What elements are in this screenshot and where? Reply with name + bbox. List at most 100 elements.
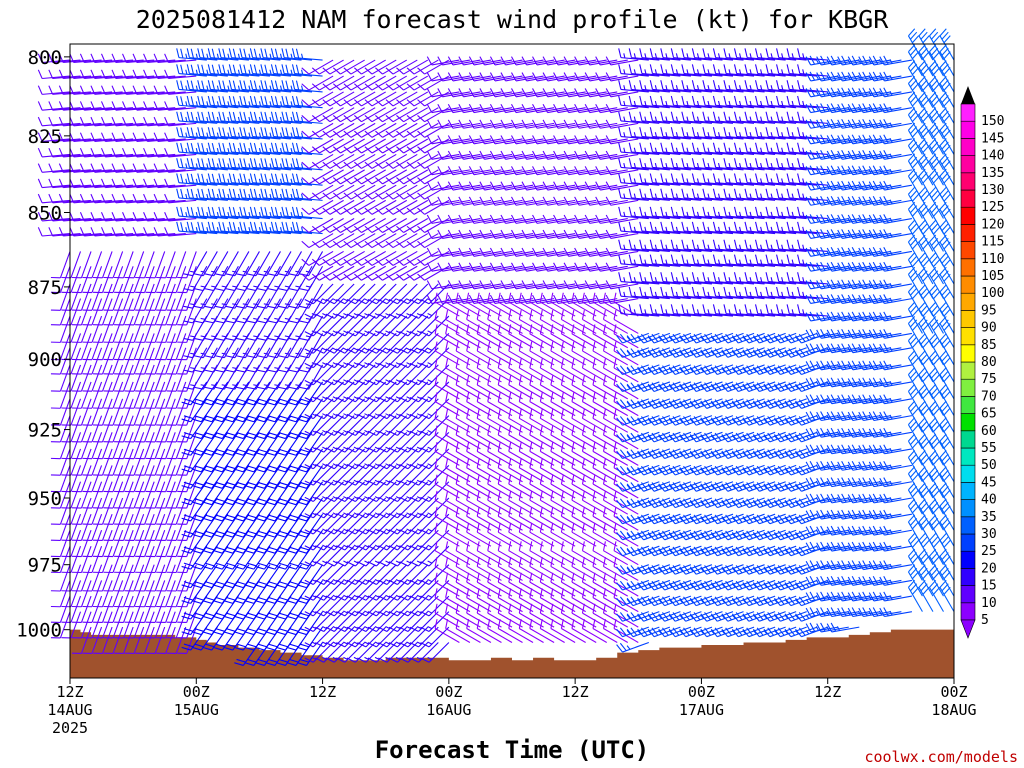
wind-barb xyxy=(135,333,155,361)
wind-barb xyxy=(186,142,218,156)
x-tick-label: 00Z xyxy=(940,683,967,701)
wind-barb xyxy=(124,266,145,294)
wind-barb xyxy=(322,265,355,281)
wind-barb xyxy=(61,266,82,294)
wind-barb xyxy=(82,347,103,375)
wind-barb xyxy=(260,64,292,77)
wind-barb xyxy=(207,221,239,235)
wind-barb xyxy=(332,75,365,91)
wind-barb xyxy=(186,111,218,124)
wind-barb xyxy=(193,298,218,324)
x-tick-label: 12Z xyxy=(562,683,589,701)
x-tick-label: 12Z xyxy=(56,683,83,701)
colorbar-label: 105 xyxy=(981,269,1004,284)
wind-barb xyxy=(939,579,955,612)
wind-barb xyxy=(50,333,71,361)
wind-barb xyxy=(249,127,281,140)
wind-barb xyxy=(153,69,186,80)
wind-barb xyxy=(69,163,102,173)
wind-barb xyxy=(103,497,124,525)
wind-barb xyxy=(114,513,134,542)
wind-barb xyxy=(164,193,197,204)
wind-barb xyxy=(322,91,355,107)
colorbar-label: 50 xyxy=(981,458,997,473)
wind-barb xyxy=(93,333,113,361)
wind-barb xyxy=(100,69,134,80)
wind-barb xyxy=(145,298,166,326)
wind-barb xyxy=(50,283,71,311)
wind-barb xyxy=(228,111,260,124)
wind-barb xyxy=(260,80,292,93)
wind-barb xyxy=(114,432,134,460)
wind-barb xyxy=(332,59,365,75)
wind-barb xyxy=(82,381,103,409)
wind-barb xyxy=(193,266,218,292)
wind-barb xyxy=(207,95,239,109)
wind-barb xyxy=(122,163,155,173)
wind-barb xyxy=(153,212,186,222)
wind-barb xyxy=(176,142,207,156)
colorbar-swatch xyxy=(960,327,976,346)
wind-barb xyxy=(299,266,324,292)
wind-barb xyxy=(153,132,186,142)
wind-barb xyxy=(50,564,71,592)
wind-barb xyxy=(797,48,828,61)
wind-barb xyxy=(278,298,303,324)
wind-barb xyxy=(61,481,82,509)
wind-barb xyxy=(297,513,324,538)
wind-barb xyxy=(135,298,155,326)
wind-barb xyxy=(114,546,134,574)
wind-barb xyxy=(90,116,123,127)
x-tick-label: 18AUG xyxy=(931,701,976,719)
wind-barb xyxy=(93,381,113,409)
wind-barb xyxy=(79,147,113,158)
wind-barb xyxy=(103,283,124,311)
wind-barb xyxy=(183,347,208,373)
colorbar-label: 110 xyxy=(981,252,1004,267)
wind-barb xyxy=(297,642,324,666)
wind-barb xyxy=(281,64,313,77)
wind-barb xyxy=(114,530,134,558)
wind-barb xyxy=(48,227,81,237)
wind-barb xyxy=(291,80,323,93)
wind-barb xyxy=(82,398,103,426)
colorbar-label: 70 xyxy=(981,389,997,404)
wind-barb xyxy=(135,530,155,558)
wind-barb xyxy=(153,147,186,158)
wind-barb xyxy=(156,283,176,311)
wind-barb xyxy=(297,545,324,570)
wind-barb xyxy=(50,595,71,623)
wind-barb xyxy=(204,347,229,373)
wind-barb xyxy=(239,173,271,186)
wind-barb xyxy=(244,564,271,589)
wind-barb xyxy=(37,85,71,95)
wind-barb xyxy=(426,294,460,305)
wind-barb xyxy=(145,381,166,409)
wind-barb xyxy=(93,611,113,639)
wind-barb xyxy=(93,283,113,311)
wind-barb xyxy=(166,580,187,608)
wind-barb xyxy=(207,158,239,171)
wind-barb xyxy=(246,347,271,373)
wind-barb xyxy=(183,251,208,277)
wind-barb xyxy=(288,298,313,324)
wind-barb xyxy=(103,415,124,443)
wind-barb xyxy=(228,127,260,140)
wind-barb xyxy=(186,221,218,235)
wind-barb xyxy=(61,497,82,525)
wind-barb xyxy=(918,514,934,547)
wind-barb xyxy=(311,233,344,249)
wind-barb xyxy=(79,132,113,142)
wind-barb xyxy=(50,381,71,409)
wind-barb xyxy=(301,199,334,215)
wind-barb xyxy=(218,142,249,156)
wind-barb xyxy=(156,564,176,592)
wind-barb xyxy=(270,158,302,171)
wind-barb xyxy=(61,564,82,592)
wind-barb xyxy=(281,173,313,186)
wind-barb xyxy=(143,163,176,173)
wind-barb xyxy=(797,64,828,77)
wind-barb xyxy=(48,132,81,142)
wind-barb xyxy=(145,465,166,493)
wind-barb xyxy=(267,347,292,373)
